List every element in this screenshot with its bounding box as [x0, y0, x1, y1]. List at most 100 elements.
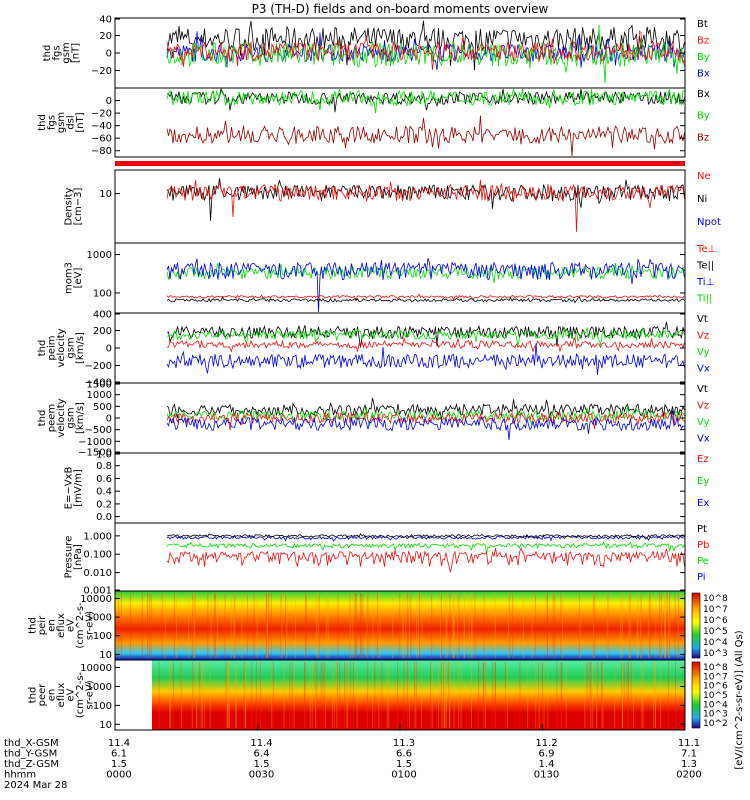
legend-label: Bx	[697, 69, 710, 80]
x-tick-label: 11.2	[535, 738, 557, 749]
y-axis-label-line: eflux	[56, 683, 67, 708]
y-tick-label: 0.2	[96, 499, 112, 510]
y-axis-label-line: gsm	[56, 112, 67, 133]
panel-fgs-gsm: Bt Bz By Bx 40 20 0 −20 thdfgsgsm[nT]	[42, 15, 710, 89]
y-axis-label: thdfgsgsmdsl[nT]	[37, 112, 86, 133]
y-axis-label-line: (cm^2-s-	[75, 602, 86, 649]
y-axis-label-line: Density	[63, 187, 74, 225]
y-tick-label: 0.010	[83, 568, 112, 579]
legend-label: Pe	[697, 556, 709, 567]
y-axis-label: mom3[eV]	[63, 262, 84, 294]
y-axis-label-line: en	[47, 689, 58, 702]
y-axis-label: thdpeemvelocitygsm[km/s]	[37, 398, 86, 437]
separator-band	[115, 161, 685, 166]
y-tick-label: −60	[91, 134, 112, 145]
y-axis-label-line: peem	[47, 404, 58, 432]
y-axis-label-line: sr-eV)	[85, 611, 96, 640]
y-axis-label-line: velocity	[56, 328, 67, 367]
y-axis-label-line: gsm	[66, 337, 77, 358]
y-axis-label-line: Pressure	[63, 536, 74, 579]
legend-label: Bz	[697, 132, 709, 143]
series-line-Ni	[166, 178, 685, 221]
legend-label: Ez	[697, 454, 709, 465]
legend-label: Pb	[697, 540, 709, 551]
y-tick-label: 10	[99, 650, 112, 661]
panels: BtBzByBx40200−20thdfgsgsm[nT]BxByBz0−20−…	[28, 15, 746, 770]
y-axis-label-line: thd	[28, 687, 39, 704]
figure-title: P3 (TH-D) fields and on-board moments ov…	[252, 2, 549, 16]
x-tick-label: 0200	[676, 770, 701, 781]
x-tick-label: 0030	[249, 770, 274, 781]
legend-label: Ti||	[696, 294, 712, 305]
colorbar	[691, 592, 701, 659]
colorbar-tick-label: 10^5	[703, 627, 728, 637]
legend-label: Ti⊥	[696, 277, 714, 288]
series-group	[166, 178, 685, 232]
x-tick-label: 6.4	[254, 749, 270, 760]
series-line-Bx	[166, 88, 685, 113]
x-tick-label: 1.5	[111, 759, 127, 770]
y-axis-label-line: [nT]	[75, 112, 86, 132]
y-axis-label-line: fgs	[51, 45, 62, 60]
series-line-Pe	[166, 541, 685, 555]
x-tick-label: 11.4	[250, 738, 272, 749]
x-axis-row-label: 2024 Mar 28	[4, 780, 67, 791]
colorbar-tick-label: 10^7	[703, 672, 728, 682]
series-line-Ne	[166, 179, 685, 232]
y-axis-label-line: eV	[66, 688, 77, 701]
y-tick-label: 20	[99, 31, 112, 42]
x-tick-label: 6.1	[111, 749, 127, 760]
y-tick-label: 0.001	[83, 586, 112, 597]
colorbar-tick-label: 10^8	[703, 663, 728, 673]
y-tick-label: −400	[85, 378, 112, 389]
y-axis-label-line: sr-eV)	[85, 680, 96, 709]
series-line-By	[166, 88, 685, 114]
panel-efield: Ez Ey Ex 1.00.8 0.6 0.40.2 0.0 E=−VxB[mV/m]	[63, 450, 709, 524]
colorbar-unit: [eV/(cm^2-s-sr-eV)] (All Qs)	[734, 630, 745, 769]
series-group	[166, 321, 685, 375]
y-tick-label: −200	[85, 361, 112, 372]
legend-label: Bt	[697, 19, 708, 30]
colorbar-tick-label: 10^3	[703, 649, 728, 659]
panel-peer-eflux: 10^810^710^610^510^410^310^2 10000 1000 100…	[28, 659, 728, 731]
y-axis-label-line: thd	[42, 45, 53, 62]
x-axis-row-label: hhmm	[4, 770, 36, 781]
series-group	[166, 533, 685, 573]
panel-pressure: Pt Pb Pe Pi 1.000 0.100 0.010 0.001 Pressure[nPa…	[63, 522, 709, 597]
legend-label: Ni	[697, 194, 707, 205]
y-tick-label: 1000	[87, 250, 112, 261]
y-tick-label: 1.0	[96, 450, 112, 461]
x-tick-label: 6.9	[539, 749, 555, 760]
x-tick-label: 1.5	[254, 759, 270, 770]
x-axis-row-label: thd_Z-GSM	[4, 759, 59, 770]
y-tick-label: 200	[93, 326, 112, 337]
series-line-Vy	[166, 326, 685, 346]
y-axis-label: Density[cm−3]	[63, 187, 84, 225]
x-tick-label: 11.1	[678, 738, 700, 749]
y-tick-label: 0.4	[96, 487, 112, 498]
y-axis-label-line: thd	[37, 114, 48, 131]
y-axis-label-line: peer	[37, 683, 48, 707]
colorbar-tick-label: 10^4	[703, 700, 728, 710]
y-axis-label-line: thd	[37, 340, 48, 357]
y-tick-label: 1000	[87, 390, 112, 401]
y-tick-label: 1000	[87, 682, 112, 693]
y-axis-label-line: [nT]	[70, 43, 81, 63]
y-tick-label: 0	[106, 49, 112, 60]
y-axis-label-line: [mV/m]	[73, 469, 84, 507]
series-line-Bz	[166, 115, 685, 157]
legend-label: Ey	[697, 476, 709, 487]
y-axis-label: Pressure[nPa]	[63, 536, 84, 579]
y-tick-label: 1000	[87, 613, 112, 624]
y-tick-label: −40	[91, 121, 112, 132]
legend-label: Ne	[697, 171, 711, 182]
x-tick-label: 11.4	[108, 738, 130, 749]
y-tick-label: −20	[91, 66, 112, 77]
y-tick-label: 100	[93, 288, 112, 299]
colorbar-tick-label: 10^6	[703, 616, 728, 626]
legend-label: Npot	[697, 217, 721, 228]
legend-label: By	[697, 52, 710, 63]
x-axis-row-label: thd_Y-GSM	[4, 749, 57, 760]
colorbar	[691, 661, 701, 729]
x-tick-label: 6.6	[396, 749, 412, 760]
